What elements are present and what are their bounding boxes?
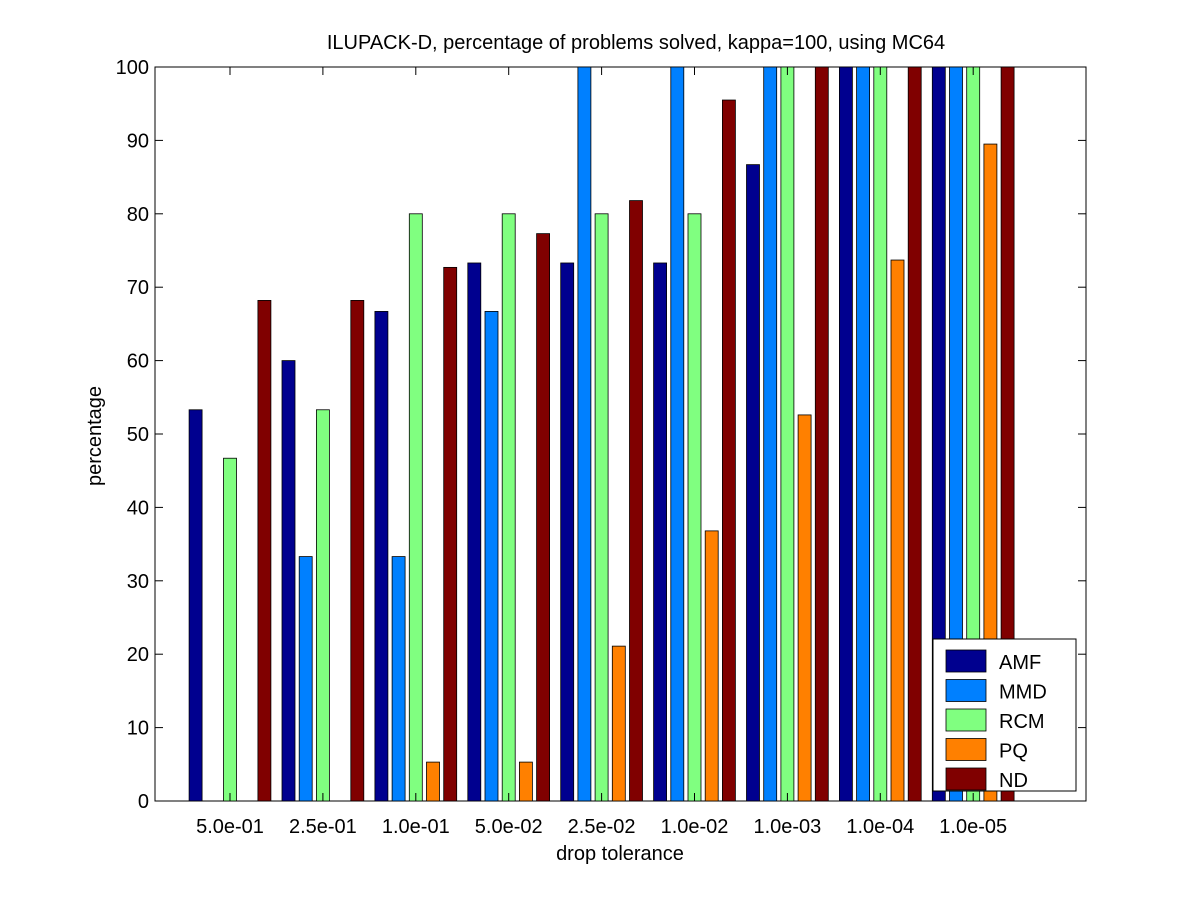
bar-mmd-3 — [484, 311, 499, 802]
bar-rcm-3 — [501, 213, 516, 802]
bar-rcm-6 — [780, 66, 795, 802]
bar-rcm-2 — [408, 213, 423, 802]
bar-mmd-5 — [670, 66, 685, 802]
x-tick-label: 1.0e-04 — [846, 816, 914, 838]
bar-amf-5 — [653, 262, 667, 802]
legend-swatch-rcm — [945, 708, 987, 732]
bar-rcm-4 — [594, 213, 609, 802]
x-axis-label: drop tolerance — [556, 843, 684, 865]
y-tick-label: 50 — [127, 424, 149, 446]
bar-amf-6 — [746, 164, 760, 802]
x-tick-label: 2.5e-01 — [289, 816, 357, 838]
bar-pq-2 — [426, 761, 440, 802]
bar-nd-3 — [536, 233, 550, 802]
bar-amf-0 — [188, 409, 203, 802]
chart-title: ILUPACK-D, percentage of problems solved… — [327, 32, 945, 54]
bar-nd-5 — [722, 99, 736, 802]
legend-label-nd: ND — [999, 770, 1028, 792]
y-tick-label: 20 — [127, 644, 149, 666]
bar-nd-6 — [814, 66, 829, 802]
y-tick-label: 70 — [127, 277, 149, 299]
bar-nd-1 — [350, 300, 365, 802]
legend-swatch-pq — [945, 738, 987, 761]
y-axis: 0 10 20 30 40 50 60 70 80 90 100 — [116, 57, 1086, 813]
bar-nd-0 — [257, 300, 272, 802]
y-tick-label: 40 — [127, 497, 149, 519]
x-tick-label: 5.0e-02 — [475, 816, 543, 838]
bar-mmd-2 — [391, 556, 406, 802]
x-tick-label: 1.0e-02 — [661, 816, 729, 838]
bar-amf-4 — [560, 262, 575, 802]
y-tick-label: 80 — [127, 204, 149, 226]
legend-swatch-nd — [945, 767, 987, 791]
bar-amf-3 — [467, 262, 482, 802]
bar-mmd-1 — [298, 556, 313, 802]
y-tick-label: 100 — [116, 57, 149, 79]
bar-pq-8 — [983, 143, 998, 802]
bar-nd-2 — [443, 266, 458, 802]
y-axis-label: percentage — [84, 386, 106, 486]
legend-label-mmd: MMD — [999, 682, 1047, 704]
bars-group — [188, 66, 1015, 802]
bar-amf-7 — [839, 66, 853, 802]
bar-rcm-1 — [315, 409, 330, 802]
bar-mmd-8 — [949, 66, 963, 802]
bar-mmd-6 — [763, 66, 778, 802]
legend-swatch-amf — [945, 649, 987, 673]
x-tick-label: 1.0e-05 — [939, 816, 1007, 838]
x-tick-label: 1.0e-01 — [382, 816, 450, 838]
x-tick-label: 2.5e-02 — [568, 816, 636, 838]
y-tick-label: 60 — [127, 351, 149, 373]
legend-label-rcm: RCM — [999, 711, 1045, 733]
y-tick-label: 30 — [127, 571, 149, 593]
x-tick-label: 5.0e-01 — [196, 816, 264, 838]
bar-rcm-5 — [687, 213, 702, 802]
bar-pq-4 — [611, 645, 626, 802]
bar-pq-3 — [519, 761, 533, 802]
legend-label-amf: AMF — [999, 652, 1041, 674]
legend: AMF MMD RCM PQ ND — [932, 638, 1077, 792]
legend-swatch-mmd — [945, 679, 987, 702]
bar-pq-7 — [890, 259, 905, 802]
legend-label-pq: PQ — [999, 741, 1028, 763]
bar-mmd-7 — [856, 66, 870, 802]
bar-nd-8 — [1000, 66, 1015, 802]
bar-pq-6 — [797, 414, 812, 802]
bar-mmd-4 — [577, 66, 592, 802]
bar-nd-4 — [629, 200, 643, 802]
y-tick-label: 0 — [138, 791, 149, 813]
bar-amf-1 — [281, 360, 296, 802]
x-axis: 5.0e-01 2.5e-01 1.0e-01 5.0e-02 2.5e-02 1.0e-… — [196, 67, 1007, 838]
bar-amf-2 — [374, 311, 389, 802]
bar-rcm-7 — [873, 66, 888, 802]
bar-pq-5 — [704, 530, 719, 802]
bar-rcm-0 — [223, 457, 237, 802]
x-tick-label: 1.0e-03 — [753, 816, 821, 838]
y-tick-label: 10 — [127, 718, 149, 740]
bar-amf-8 — [931, 66, 946, 802]
bar-nd-7 — [907, 66, 922, 802]
y-tick-label: 90 — [127, 130, 149, 152]
